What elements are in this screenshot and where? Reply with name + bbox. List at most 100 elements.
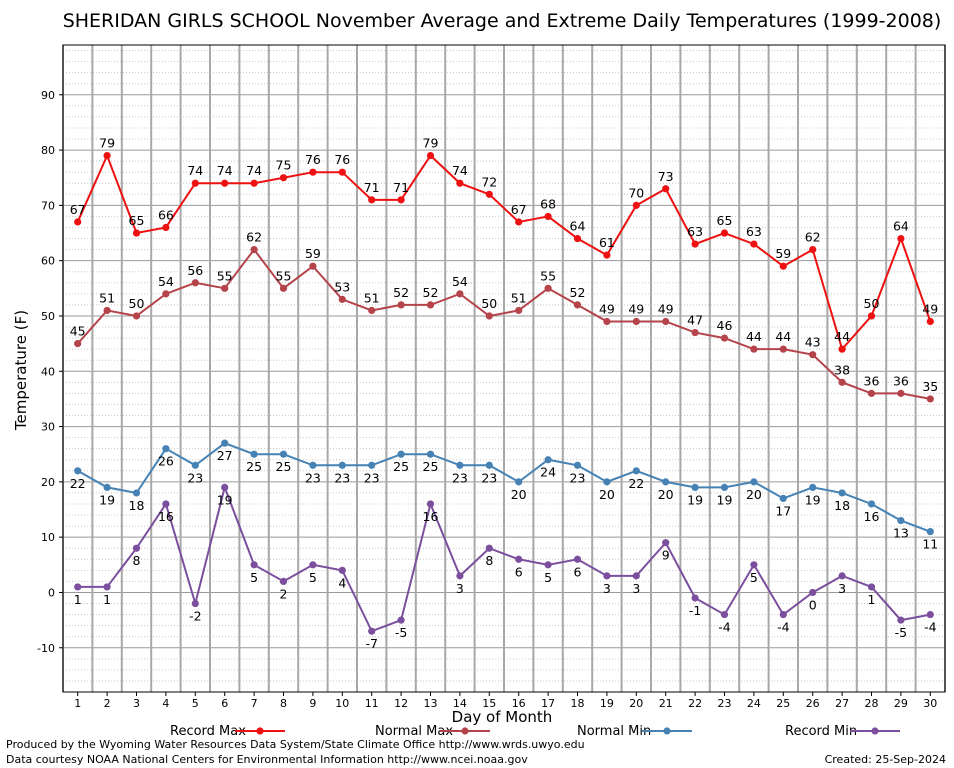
data-point xyxy=(720,334,729,342)
y-tick-label: 50 xyxy=(41,310,55,323)
data-label: 76 xyxy=(334,152,350,167)
series-line xyxy=(76,247,931,400)
data-label: 62 xyxy=(246,230,262,245)
data-label: 76 xyxy=(305,152,321,167)
data-point xyxy=(485,544,493,552)
data-label: 23 xyxy=(187,470,203,485)
data-label: -4 xyxy=(718,620,731,635)
data-label: 3 xyxy=(603,581,611,596)
footer-produced-by: Produced by the Wyoming Water Resources … xyxy=(6,738,585,751)
data-point xyxy=(662,317,670,326)
data-label: 6 xyxy=(574,564,582,579)
series-line xyxy=(77,484,931,633)
data-point xyxy=(191,461,199,469)
data-point xyxy=(897,389,905,397)
data-point xyxy=(603,478,611,486)
data-point xyxy=(632,467,640,475)
data-label: 49 xyxy=(658,301,674,316)
data-point xyxy=(750,240,758,248)
data-point xyxy=(397,616,405,624)
data-label: 50 xyxy=(129,296,145,311)
data-label: 47 xyxy=(687,313,703,328)
data-label: 51 xyxy=(364,290,380,305)
data-point xyxy=(838,572,846,580)
data-point xyxy=(103,583,111,591)
data-label: 19 xyxy=(805,492,821,507)
data-label: 64 xyxy=(570,219,586,234)
legend-swatch-marker xyxy=(256,727,264,735)
data-point xyxy=(162,223,170,232)
data-label: 8 xyxy=(133,553,141,568)
legend-item-record-max: Record Max xyxy=(170,724,285,739)
data-point xyxy=(456,572,464,580)
data-label: 25 xyxy=(246,459,262,474)
x-tick-label: 9 xyxy=(309,697,316,710)
data-label: 51 xyxy=(511,290,527,305)
data-label: 25 xyxy=(393,459,409,474)
data-point xyxy=(132,544,141,552)
data-point xyxy=(338,566,346,574)
x-tick-label: 5 xyxy=(192,697,199,710)
data-point xyxy=(515,306,523,315)
data-label: 13 xyxy=(893,526,909,541)
data-point xyxy=(103,483,111,491)
data-label: -7 xyxy=(365,636,377,651)
data-point xyxy=(838,378,846,386)
data-point xyxy=(191,599,199,608)
legend-swatch-marker xyxy=(871,727,879,735)
data-point xyxy=(632,201,640,209)
y-tick-label: 80 xyxy=(41,144,55,157)
data-point xyxy=(162,500,170,508)
series-line xyxy=(76,152,932,352)
x-tick-label: 19 xyxy=(600,697,614,710)
legend-swatch-marker xyxy=(663,727,671,735)
data-label: 6 xyxy=(515,564,523,579)
data-label: 74 xyxy=(187,163,203,178)
data-point xyxy=(221,439,229,447)
data-point xyxy=(456,461,464,469)
data-label: 19 xyxy=(687,492,703,507)
data-label: 52 xyxy=(423,285,439,300)
data-label: 20 xyxy=(746,487,762,502)
y-tick-label: 90 xyxy=(41,89,55,102)
x-tick-label: 30 xyxy=(923,697,937,710)
data-point xyxy=(103,151,111,160)
data-point xyxy=(103,306,111,315)
data-label: 23 xyxy=(305,470,321,485)
x-tick-label: 2 xyxy=(104,697,111,710)
y-tick-label: 0 xyxy=(48,586,55,599)
data-label: 18 xyxy=(834,498,850,513)
plot-frame xyxy=(62,44,946,693)
x-tick-label: 22 xyxy=(688,697,702,710)
legend: Record Max Normal Max Normal Min Record Min xyxy=(170,724,900,739)
data-label: 55 xyxy=(276,268,292,283)
legend-label: Normal Min xyxy=(577,724,651,739)
data-label: 20 xyxy=(511,487,527,502)
data-point xyxy=(279,450,288,458)
data-label: 72 xyxy=(481,174,497,189)
data-point xyxy=(720,483,729,491)
data-point xyxy=(309,461,317,469)
data-label: 63 xyxy=(687,224,703,239)
data-label: -2 xyxy=(189,609,201,624)
x-tick-label: 18 xyxy=(571,697,585,710)
data-point xyxy=(926,610,934,619)
data-point xyxy=(779,345,787,353)
data-point xyxy=(338,168,346,176)
data-label: 1 xyxy=(74,592,82,607)
data-point xyxy=(897,616,905,624)
data-point xyxy=(397,196,405,204)
data-label: -1 xyxy=(689,603,701,618)
x-axis-label: Day of Month xyxy=(452,708,553,726)
data-label: 5 xyxy=(750,570,758,585)
data-label: 59 xyxy=(305,246,321,261)
footer-data-courtesy: Data courtesy NOAA National Centers for … xyxy=(6,753,528,766)
data-point xyxy=(926,317,934,326)
data-label: 22 xyxy=(628,476,644,491)
data-point xyxy=(750,561,758,569)
data-label: 55 xyxy=(217,268,233,283)
x-tick-label: 14 xyxy=(453,697,467,710)
data-label: 43 xyxy=(805,335,821,350)
